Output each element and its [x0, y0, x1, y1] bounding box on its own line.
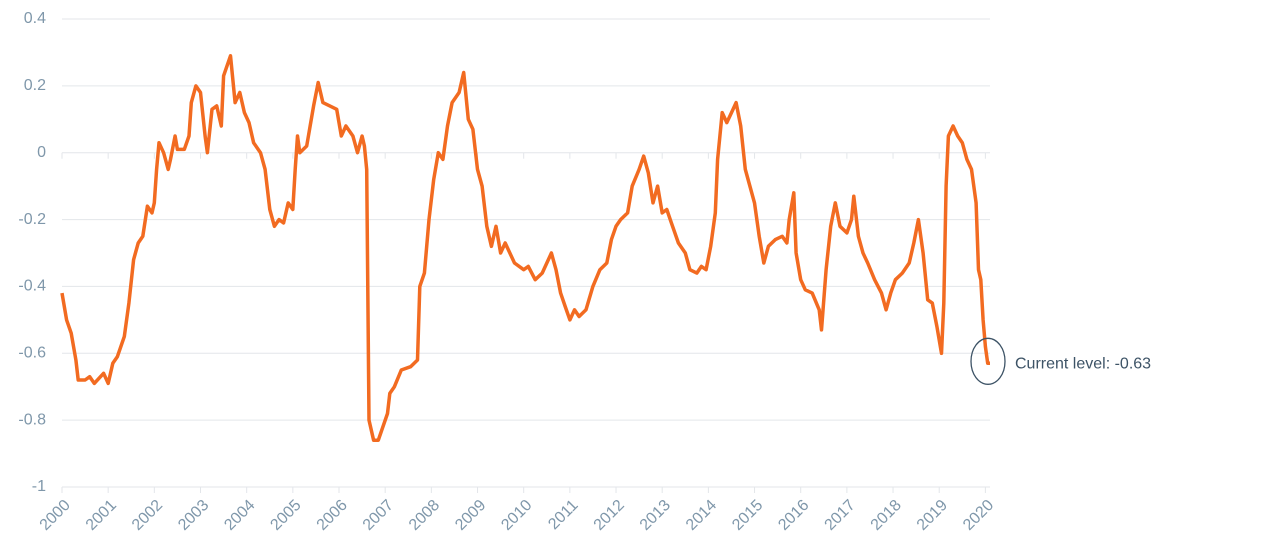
x-tick-label: 2014: [683, 497, 720, 534]
x-tick-label: 2002: [129, 497, 166, 534]
y-tick-label: -0.6: [18, 345, 46, 362]
x-tick-label: 2016: [775, 497, 812, 534]
x-tick-label: 2000: [37, 497, 74, 534]
x-tick-label: 2013: [637, 497, 674, 534]
annotation: Current level: -0.63: [1015, 356, 1151, 373]
x-tick-label: 2017: [821, 497, 858, 534]
x-tick-label: 2012: [591, 497, 628, 534]
y-tick-label: 0.4: [24, 10, 46, 27]
y-tick-label: -1: [32, 478, 46, 495]
y-tick-label: -0.4: [18, 278, 46, 295]
y-tick-label: -0.8: [18, 411, 46, 428]
y-tick-label: 0: [37, 144, 46, 161]
x-tick-label: 2010: [498, 497, 535, 534]
x-tick-label: 2001: [83, 497, 120, 534]
annotation-circle: [970, 337, 1006, 385]
x-tick-label: 2018: [868, 497, 905, 534]
x-tick-label: 2015: [729, 497, 766, 534]
x-tick-label: 2020: [960, 497, 997, 534]
x-tick-label: 2007: [360, 497, 397, 534]
y-tick-label: 0.2: [24, 77, 46, 94]
x-tick-label: 2006: [314, 497, 351, 534]
y-tick-label: -0.2: [18, 211, 46, 228]
x-tick-label: 2011: [545, 497, 581, 533]
x-tick-label: 2008: [406, 497, 443, 534]
x-tick-label: 2005: [267, 497, 304, 534]
x-tick-label: 2004: [221, 497, 258, 534]
x-tick-label: 2003: [175, 497, 212, 534]
x-tick-label: 2009: [452, 497, 489, 534]
x-tick-label: 2019: [914, 497, 951, 534]
line-series: [60, 54, 990, 442]
